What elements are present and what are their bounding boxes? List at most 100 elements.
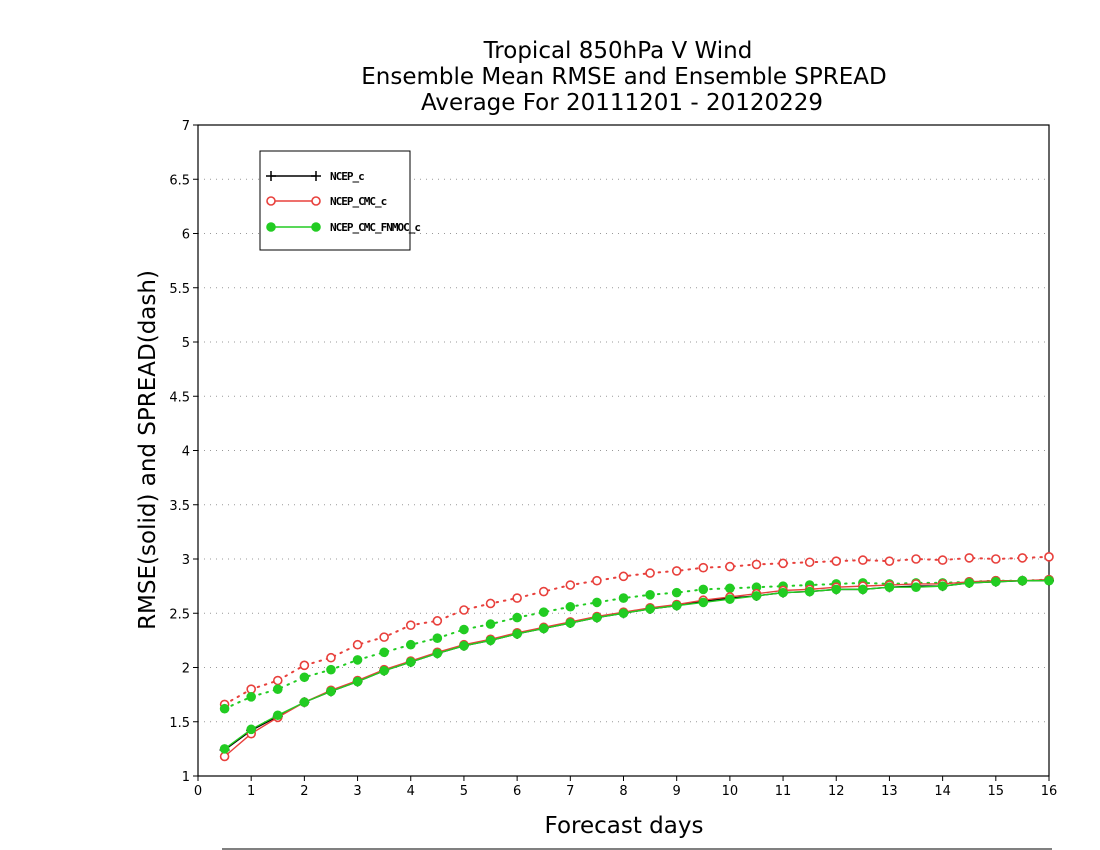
legend-swatch-marker (311, 171, 321, 181)
spread-point (512, 593, 522, 603)
rmse-point (459, 641, 469, 651)
series-spread-2 (219, 574, 1054, 714)
rmse-point (379, 665, 389, 676)
legend: NCEP_c NCEP_CMC_c NCEP_CMC_FNMOC_c (259, 150, 421, 251)
spread-point (299, 672, 310, 683)
rmse-point (485, 635, 496, 646)
rmse-point (911, 582, 921, 593)
y-tick-label: 6.5 (169, 173, 190, 188)
spread-point (778, 558, 788, 569)
y-tick-label: 2.5 (169, 607, 190, 622)
spread-point (725, 583, 735, 594)
spread-point (326, 652, 336, 663)
y-tick-label: 5.5 (169, 282, 190, 297)
spread-point (725, 561, 735, 572)
spread-point (858, 555, 868, 565)
axis-ticks: 11.522.533.544.555.566.570 1 2 3 4 5 6 7 8 9 10 11 1… (169, 119, 1057, 799)
spread-point (538, 607, 549, 617)
rmse-line (224, 578, 1050, 758)
y-tick-label: 3.5 (169, 499, 190, 514)
legend-swatch-marker (311, 196, 321, 206)
rmse-point (219, 744, 230, 754)
rmse-point (299, 697, 310, 708)
spread-point (937, 555, 948, 565)
rmse-line (224, 580, 1049, 751)
spread-point (352, 655, 363, 665)
spread-point (379, 647, 389, 658)
spread-line (223, 578, 1050, 710)
spread-point (618, 593, 629, 603)
legend-entry-0: NCEP_c (266, 170, 365, 183)
rmse-point (352, 676, 363, 687)
rmse-point (565, 618, 576, 628)
spread-point (459, 605, 469, 615)
x-tick-label: 5 (460, 784, 468, 799)
spread-point (565, 580, 576, 590)
rmse-point (405, 657, 416, 667)
rmse-point (858, 584, 868, 595)
x-tick-label: 0 (194, 784, 202, 799)
spread-point (326, 664, 336, 675)
x-tick-label: 12 (828, 784, 845, 799)
spread-point (272, 675, 283, 686)
spread-point (246, 691, 256, 702)
spread-point (379, 632, 389, 642)
x-tick-label: 2 (300, 784, 308, 799)
spread-point (911, 554, 921, 564)
spread-point (352, 639, 363, 650)
spread-point (698, 562, 709, 573)
title-line-1: Tropical 850hPa V Wind (483, 38, 753, 64)
spread-point (565, 601, 576, 612)
rmse-point (884, 582, 895, 593)
rmse-point (937, 581, 948, 591)
legend-swatch-marker (266, 196, 276, 206)
x-tick-label: 6 (513, 784, 521, 799)
rmse-point (964, 578, 975, 588)
rmse-point (804, 586, 815, 597)
rmse-point (272, 710, 283, 721)
spread-point (405, 620, 416, 630)
spread-point (884, 556, 895, 566)
title-line-2: Ensemble Mean RMSE and Ensemble SPREAD (361, 64, 886, 90)
x-tick-label: 9 (673, 784, 681, 799)
legend-swatch-marker (266, 171, 276, 181)
rmse-point (538, 623, 549, 634)
rmse-point (645, 604, 655, 614)
spread-point (671, 566, 682, 576)
spread-point (432, 616, 443, 626)
legend-swatch-marker (266, 222, 276, 232)
title-line-3: Average For 20111201 - 20120229 (421, 90, 823, 116)
rmse-point (326, 686, 336, 697)
y-tick-label: 4 (182, 445, 190, 460)
y-tick-label: 4.5 (169, 390, 190, 405)
rmse-point (991, 576, 1001, 587)
x-tick-label: 3 (353, 784, 361, 799)
spread-point (485, 619, 496, 629)
spread-line (223, 555, 1050, 706)
series-spread-1 (219, 552, 1054, 710)
legend-entry-1: NCEP_CMC_c (266, 195, 388, 208)
spread-point (405, 639, 416, 650)
x-tick-label: 16 (1041, 784, 1058, 799)
x-tick-label: 14 (934, 784, 951, 799)
x-tick-label: 13 (881, 784, 898, 799)
rmse-point (778, 587, 788, 598)
rmse-point (246, 724, 256, 735)
x-tick-label: 7 (566, 784, 574, 799)
y-tick-label: 7 (182, 119, 190, 134)
legend-label: NCEP_CMC_FNMOC_c (330, 221, 420, 234)
spread-point (804, 557, 815, 568)
spread-point (538, 586, 549, 597)
y-tick-label: 1 (182, 770, 190, 785)
spread-point (964, 553, 975, 563)
chart-title: Tropical 850hPa V Wind Ensemble Mean RMS… (361, 38, 886, 116)
rmse-line (224, 580, 1049, 750)
rmse-point (1044, 575, 1054, 586)
spread-point (592, 597, 602, 608)
y-tick-label: 5 (182, 336, 190, 351)
spread-point (272, 684, 283, 695)
spread-point (751, 559, 762, 570)
y-tick-label: 3 (182, 553, 190, 568)
spread-point (459, 624, 469, 635)
